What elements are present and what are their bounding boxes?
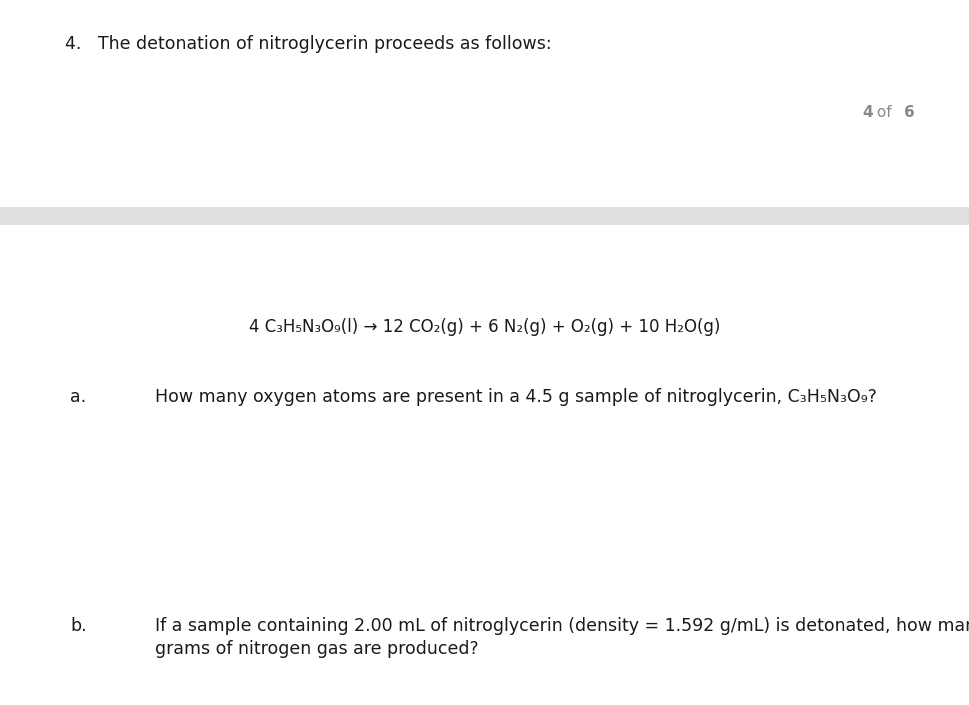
Text: How many oxygen atoms are present in a 4.5 g sample of nitroglycerin, C₃H₅N₃O₉?: How many oxygen atoms are present in a 4…	[155, 388, 876, 406]
Text: 4: 4	[861, 105, 872, 120]
Text: of: of	[871, 105, 895, 120]
Text: grams of nitrogen gas are produced?: grams of nitrogen gas are produced?	[155, 639, 478, 658]
Text: 6: 6	[903, 105, 914, 120]
Bar	[0, 207, 969, 225]
Text: 4 C₃H₅N₃O₉(l) → 12 CO₂(g) + 6 N₂(g) + O₂(g) + 10 H₂O(g): 4 C₃H₅N₃O₉(l) → 12 CO₂(g) + 6 N₂(g) + O₂…	[249, 318, 720, 336]
Text: b.: b.	[70, 617, 86, 635]
Text: a.: a.	[70, 388, 86, 406]
Text: 4.   The detonation of nitroglycerin proceeds as follows:: 4. The detonation of nitroglycerin proce…	[65, 35, 551, 53]
Text: If a sample containing 2.00 mL of nitroglycerin (density = 1.592 g/mL) is detona: If a sample containing 2.00 mL of nitrog…	[155, 617, 969, 635]
